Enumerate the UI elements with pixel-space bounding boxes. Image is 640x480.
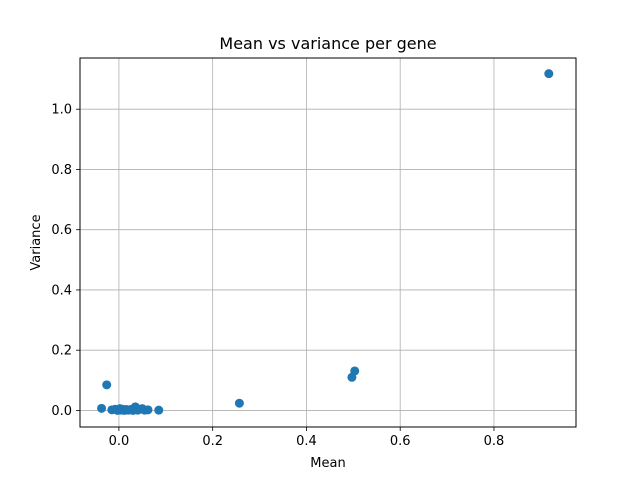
- y-tick-label: 0.8: [51, 163, 72, 178]
- y-tick-label: 1.0: [51, 103, 72, 118]
- x-axis-label: Mean: [310, 456, 345, 471]
- data-point: [347, 372, 357, 382]
- y-axis-ticks: 0.0 0.2 0.4 0.6 0.8 1.0: [51, 103, 80, 419]
- data-point: [234, 398, 244, 408]
- y-tick-label: 0.2: [51, 344, 72, 359]
- x-tick-label: 0.6: [390, 434, 411, 449]
- data-point: [544, 69, 554, 79]
- data-point: [143, 405, 153, 415]
- x-axis-ticks: 0.0 0.2 0.4 0.6 0.8: [109, 427, 505, 449]
- x-tick-label: 0.2: [202, 434, 223, 449]
- y-axis-label: Variance: [29, 214, 44, 270]
- y-tick-label: 0.4: [51, 283, 72, 298]
- x-tick-label: 0.4: [296, 434, 317, 449]
- y-tick-label: 0.6: [51, 223, 72, 238]
- chart-title: Mean vs variance per gene: [219, 34, 436, 53]
- x-tick-label: 0.8: [484, 434, 505, 449]
- y-tick-label: 0.0: [51, 404, 72, 419]
- data-points: [97, 69, 554, 415]
- data-point: [97, 403, 107, 413]
- data-point: [154, 405, 164, 415]
- data-point: [102, 380, 112, 390]
- x-tick-label: 0.0: [109, 434, 130, 449]
- grid-lines: [80, 58, 576, 427]
- plot-frame: [79, 57, 577, 428]
